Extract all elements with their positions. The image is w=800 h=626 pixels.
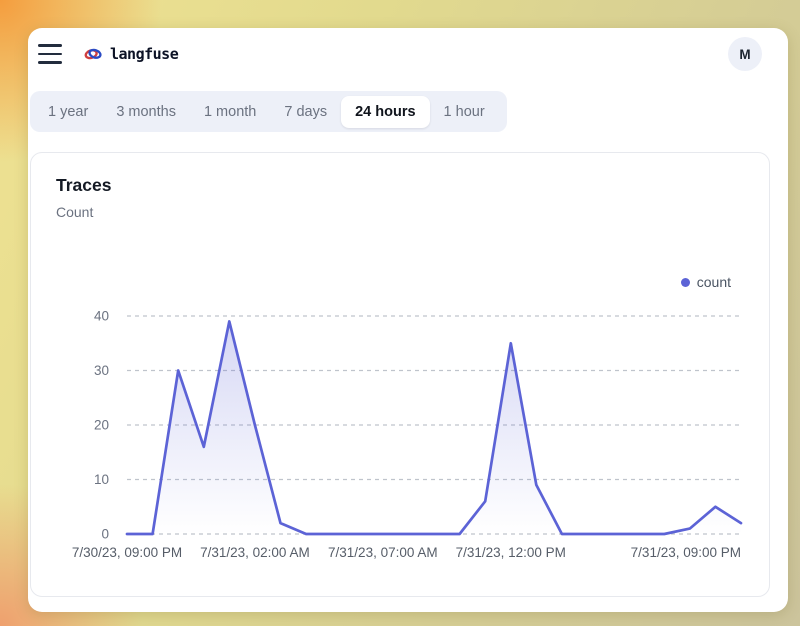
svg-text:7/31/23, 12:00 PM: 7/31/23, 12:00 PM: [456, 545, 566, 560]
svg-text:0: 0: [101, 527, 109, 542]
legend-dot-icon: [680, 277, 690, 287]
card-subtitle: Count: [56, 204, 94, 220]
card-title: Traces: [56, 175, 112, 195]
svg-text:10: 10: [94, 472, 109, 487]
brand-name: langfuse: [110, 45, 179, 63]
chart-legend: count: [680, 274, 731, 290]
svg-text:7/31/23, 07:00 AM: 7/31/23, 07:00 AM: [328, 545, 438, 560]
tab-7-days[interactable]: 7 days: [284, 103, 328, 120]
brand[interactable]: langfuse: [84, 45, 179, 63]
svg-text:7/30/23, 09:00 PM: 7/30/23, 09:00 PM: [72, 545, 182, 560]
time-range-tabs: 1 year 3 months 1 month 7 days 24 hours …: [30, 91, 507, 132]
svg-text:7/31/23, 09:00 PM: 7/31/23, 09:00 PM: [631, 545, 741, 560]
tab-1-hour[interactable]: 1 hour: [443, 103, 485, 120]
tab-3-months[interactable]: 3 months: [116, 103, 176, 120]
svg-text:30: 30: [94, 363, 109, 378]
app-window: langfuse M 1 year 3 months 1 month 7 day…: [28, 28, 788, 612]
svg-text:7/31/23, 02:00 AM: 7/31/23, 02:00 AM: [200, 545, 310, 560]
top-bar: langfuse M: [28, 28, 788, 72]
traces-card: Traces Count count 0 10 20 30 40 7/30/23, 09:…: [30, 152, 770, 597]
knot-logo-icon: [84, 48, 102, 60]
tab-1-year[interactable]: 1 year: [48, 103, 89, 120]
tab-1-month[interactable]: 1 month: [203, 103, 257, 120]
menu-icon[interactable]: [38, 44, 62, 64]
legend-label: count: [696, 274, 731, 290]
tab-24-hours[interactable]: 24 hours: [341, 95, 430, 128]
svg-text:40: 40: [94, 309, 109, 324]
traces-area-chart: 0 10 20 30 40 7/30/23, 09:00 PM 7/31/23, 02:00…: [72, 309, 743, 560]
svg-text:20: 20: [94, 418, 109, 433]
user-avatar[interactable]: M: [728, 37, 762, 71]
